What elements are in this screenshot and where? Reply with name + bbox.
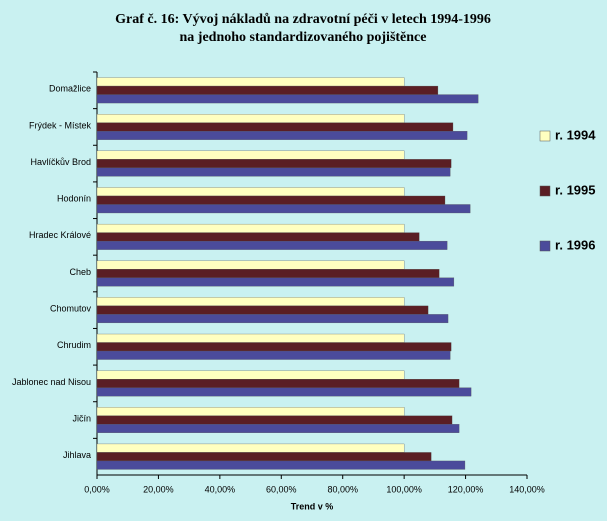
bar: [96, 443, 405, 453]
bar: [96, 460, 466, 470]
bar: [96, 269, 440, 278]
y-tick-label: Cheb: [69, 267, 91, 277]
bar: [96, 187, 405, 197]
x-tick-label: 20,00%: [143, 484, 174, 494]
legend-swatch: [539, 185, 551, 197]
legend-label: r. 1995: [555, 182, 596, 197]
bar: [96, 297, 405, 307]
bar: [96, 85, 439, 95]
y-tick-label: Havlíčkův Brod: [30, 157, 91, 167]
legend-swatch: [539, 240, 551, 252]
bar: [96, 77, 405, 87]
y-tick-label: Hradec Králové: [29, 230, 91, 240]
bar: [96, 131, 468, 140]
x-tick-label: 140,00%: [509, 484, 545, 494]
y-tick-label: Jihlava: [63, 450, 91, 460]
bar: [96, 305, 429, 315]
x-tick-label: 80,00%: [327, 484, 358, 494]
x-tick-label: 100,00%: [386, 484, 422, 494]
y-tick-label: Jičín: [72, 413, 91, 423]
chart-subtitle: na jednoho standardizovaného pojištěnce: [180, 30, 427, 45]
y-tick-label: Hodonín: [57, 194, 91, 204]
bar: [96, 240, 448, 250]
bar: [96, 342, 452, 352]
bar: [96, 370, 405, 380]
y-tick-label: Chrudim: [57, 340, 91, 350]
bar: [96, 223, 405, 233]
bar: [96, 204, 471, 214]
x-tick-label: 0,00%: [84, 484, 110, 494]
y-tick-label: Frýdek - Místek: [29, 120, 92, 130]
bar: [96, 333, 405, 343]
legend-swatch: [539, 130, 551, 142]
bar: [96, 277, 455, 287]
x-axis-label: Trend v %: [291, 501, 334, 511]
bar: [96, 407, 405, 416]
legend-label: r. 1996: [555, 237, 596, 252]
bar: [96, 232, 420, 242]
bar: [96, 195, 446, 205]
bar: [96, 94, 479, 104]
chart-title: Graf č. 16: Vývoj nákladů na zdravotní p…: [115, 12, 491, 27]
y-tick-label: Jablonec nad Nisou: [12, 377, 91, 387]
x-tick-label: 120,00%: [448, 484, 484, 494]
legend-label: r. 1994: [555, 127, 596, 142]
y-tick-label: Domažlice: [49, 84, 91, 94]
bar: [96, 122, 454, 132]
x-tick-label: 40,00%: [205, 484, 236, 494]
bar: [96, 424, 460, 433]
y-tick-label: Chomutov: [50, 304, 92, 314]
bar: [96, 159, 452, 168]
bar: [96, 114, 405, 123]
bar: [96, 260, 405, 270]
bar: [96, 350, 451, 360]
bar: [96, 167, 451, 177]
bar: [96, 452, 432, 462]
bar: [96, 314, 449, 324]
bar: [96, 415, 453, 425]
x-tick-label: 60,00%: [266, 484, 297, 494]
bar: [96, 387, 472, 397]
bar: [96, 379, 460, 388]
bar: [96, 150, 405, 160]
